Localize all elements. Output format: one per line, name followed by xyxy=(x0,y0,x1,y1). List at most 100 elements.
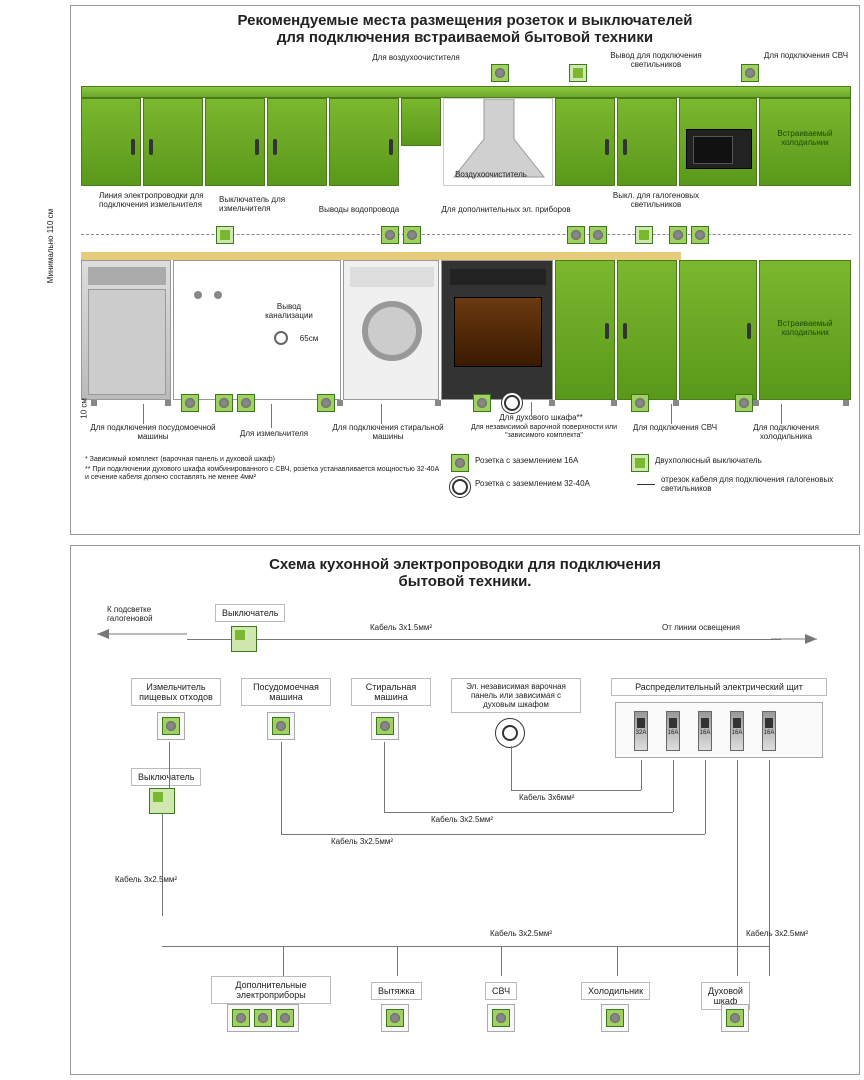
bl-dw: Для подключения посудомоечной машины xyxy=(83,424,223,442)
sk-wash xyxy=(317,394,335,412)
sk-wash2 xyxy=(371,712,399,740)
lbl-grinder-sw: Выключатель для измельчителя xyxy=(219,196,319,214)
lbl-halogen: К подсветке галогеновой xyxy=(107,606,187,624)
lbl-c25-3: Кабель 3x2.5мм² xyxy=(115,876,215,885)
lbl-switch-top: Выключатель xyxy=(215,604,285,622)
sk-fr2 xyxy=(601,1004,629,1032)
sk-mid5 xyxy=(669,226,687,244)
brk-3: 16A xyxy=(730,711,744,751)
lbl-lightout: Вывод для подключения светильников xyxy=(591,52,721,70)
countertop xyxy=(81,252,681,260)
sk-mw2 xyxy=(487,1004,515,1032)
bl-oven-s: Для независимой варочной поверхности или… xyxy=(469,424,619,439)
sk-mw xyxy=(631,394,649,412)
dashed-line xyxy=(81,234,851,235)
sw-halogen xyxy=(635,226,653,244)
lbl-halogen-sw: Выкл. для галогеновых светильников xyxy=(601,192,711,210)
title-l2: для подключения встраиваемой бытовой тех… xyxy=(91,29,839,46)
lower-row: Вывод канализации 65см Встраиваемый холо… xyxy=(81,260,851,406)
lbl-c25-5: Кабель 3x2.5мм² xyxy=(727,930,827,939)
btitle-l2: бытовой техники. xyxy=(111,573,819,590)
brk-2: 16A xyxy=(698,711,712,751)
n-dw: Посудомоечная машина xyxy=(241,678,331,706)
sk-gr2 xyxy=(237,394,255,412)
lbl-65: 65см xyxy=(294,335,324,344)
bottom-panel: Схема кухонной электропроводки для подкл… xyxy=(70,545,860,1075)
top-title: Рекомендуемые места размещения розеток и… xyxy=(91,12,839,46)
lbl-10: 10 см xyxy=(81,396,90,420)
n-panel: Распределительный электрический щит xyxy=(611,678,827,696)
sk-mid6 xyxy=(691,226,709,244)
lbl-drain: Вывод канализации xyxy=(254,303,324,321)
leg-sw: Двухполюсный выключатель xyxy=(655,457,815,466)
washer xyxy=(343,260,439,400)
leg-s16: Розетка с заземлением 16А xyxy=(475,457,625,466)
foot2: ** При подключении духового шкафа комбин… xyxy=(85,466,445,481)
lbl-c25-4: Кабель 3x2.5мм² xyxy=(471,930,571,939)
sk-grinder xyxy=(157,712,185,740)
lbl-c25-2: Кабель 3x2.5мм² xyxy=(331,838,431,847)
sk-dw xyxy=(181,394,199,412)
lbl-sw2: Выключатель xyxy=(131,768,201,786)
brk-0: 32A xyxy=(634,711,648,751)
lbl-c15: Кабель 3x1.5мм² xyxy=(351,624,451,633)
sk-mid3 xyxy=(567,226,585,244)
sk-oven-hp xyxy=(501,392,523,414)
oven xyxy=(441,260,553,400)
lbl-fridge2: Встраиваемый холодильник xyxy=(763,320,847,338)
lbl-extra: Для дополнительных эл. приборов xyxy=(421,206,591,215)
sk-mid1 xyxy=(381,226,399,244)
arrow-halogen xyxy=(87,624,187,644)
sk-oven xyxy=(473,394,491,412)
sk-mid4 xyxy=(589,226,607,244)
top-panel: Рекомендуемые места размещения розеток и… xyxy=(70,5,860,535)
lbl-water: Выводы водопровода xyxy=(309,206,409,215)
leg-s32: Розетка с заземлением 32-40А xyxy=(475,480,635,489)
sk-hob xyxy=(495,718,525,748)
sk-fr xyxy=(735,394,753,412)
bl-oven: Для духового шкафа** xyxy=(481,414,601,423)
sk-extra xyxy=(227,1004,299,1032)
socket-aircleaner xyxy=(491,64,509,82)
socket-microwave-top xyxy=(741,64,759,82)
sk-hood xyxy=(381,1004,409,1032)
brk-4: 16A xyxy=(762,711,776,751)
brk-1: 16A xyxy=(666,711,680,751)
lbl-c6: Кабель 3x6мм² xyxy=(519,794,609,803)
bl-wash: Для подключения стиральной машины xyxy=(323,424,453,442)
lbl-aircleaner: Для воздухоочистителя xyxy=(351,54,481,63)
bl-mw: Для подключения СВЧ xyxy=(625,424,725,433)
lbl-fridge1: Встраиваемый холодильник xyxy=(763,130,847,148)
sk-mid2 xyxy=(403,226,421,244)
lbl-microwave-top: Для подключения СВЧ xyxy=(761,52,851,61)
n-extra: Дополнительные электроприборы xyxy=(211,976,331,1004)
bl-fr: Для подключения холодильника xyxy=(731,424,841,442)
bot-title: Схема кухонной электропроводки для подкл… xyxy=(111,556,819,590)
bl-gr: Для измельчителя xyxy=(229,430,319,439)
lbl-grinder-line: Линия электропроводки для подключения из… xyxy=(99,192,219,210)
lbl-110: Минимально 110 см xyxy=(47,186,56,306)
n-hood: Вытяжка xyxy=(371,982,422,1000)
n-wash: Стиральная машина xyxy=(351,678,431,706)
sink-cab: Вывод канализации 65см xyxy=(173,260,341,400)
n-fr: Холодильник xyxy=(581,982,650,1000)
lbl-hood: Воздухоочиститель xyxy=(451,171,531,180)
switch-light xyxy=(569,64,587,82)
sk-dw2 xyxy=(267,712,295,740)
sw-grinder xyxy=(216,226,234,244)
n-grinder: Измельчитель пищевых отходов xyxy=(131,678,221,706)
n-hob: Эл. независимая варочная панель или зави… xyxy=(451,678,581,713)
node-switch xyxy=(231,626,257,652)
foot1: * Зависимый комплект (варочная панель и … xyxy=(85,456,445,464)
n-mw: СВЧ xyxy=(485,982,517,1000)
breaker-box: 32A 16A 16A 16A 16A xyxy=(615,702,823,758)
sk-oven2 xyxy=(721,1004,749,1032)
sw-under xyxy=(149,788,175,814)
lbl-fromlight: От линии освещения xyxy=(641,624,761,633)
sk-gr1 xyxy=(215,394,233,412)
title-l1: Рекомендуемые места размещения розеток и… xyxy=(91,12,839,29)
lbl-c25-1: Кабель 3x2.5мм² xyxy=(431,816,531,825)
btitle-l1: Схема кухонной электропроводки для подкл… xyxy=(111,556,819,573)
dishwasher xyxy=(81,260,171,400)
leg-hal: отрезок кабеля для подключения галогенов… xyxy=(661,476,841,494)
